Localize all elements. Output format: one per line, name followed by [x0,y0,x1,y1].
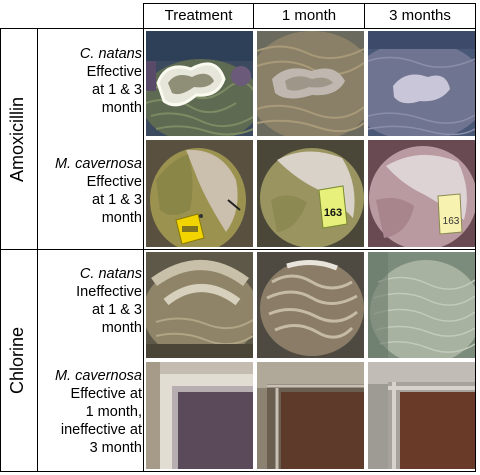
row-desc-amox-mcavernosa: M. cavernosa Effective at 1 & 3 month [38,155,142,227]
photo-chlor-mcavernosa-treatment [146,362,253,469]
tag-label-1-month: 163 [324,207,342,219]
photo-amox-mcavernosa-1-month: 163 [257,140,364,247]
photo-chlor-mcavernosa-1-month [257,362,364,469]
species-name: C. natans [79,266,142,282]
grid-top-header [143,3,476,4]
column-header-3-months: 3 months [389,7,451,24]
column-header-1-month: 1 month [281,7,337,24]
grid-right [475,3,476,472]
photo-chlor-cnatans-treatment [146,252,253,358]
grid-col2-divider [253,3,254,29]
photo-amox-mcavernosa-3-months: 163 [368,140,475,247]
species-name: M. cavernosa [54,368,142,384]
outcome-text: Effective at 1 & 3 month [86,174,142,226]
grid-group-divider [37,28,38,472]
photo-chlor-mcavernosa-3-months [368,362,475,469]
species-name: M. cavernosa [54,156,142,172]
photo-amox-cnatans-3-months [368,31,475,136]
grid-mid [0,249,476,250]
grid-header-bottom [0,28,476,29]
grid-left [0,28,1,472]
grid-bottom [0,471,476,472]
row-desc-amox-cnatans: C. natans Effective at 1 & 3 month [38,45,142,117]
tag-label-3-months: 163 [443,216,460,227]
outcome-text: Effective at 1 & 3 month [86,64,142,116]
row-desc-chlor-cnatans: C. natans Ineffective at 1 & 3 month [38,265,142,337]
grid-desc-divider [143,3,144,472]
outcome-text: Effective at 1 month, ineffective at 3 m… [60,386,142,456]
photo-amox-cnatans-treatment [146,31,253,136]
photo-amox-cnatans-1-month [257,31,364,136]
species-name: C. natans [79,46,142,62]
photo-amox-mcavernosa-treatment [146,140,253,247]
photo-chlor-cnatans-1-month [257,252,364,358]
row-desc-chlor-mcavernosa: M. cavernosa Effective at 1 month, ineff… [38,367,142,457]
photo-chlor-cnatans-3-months [368,252,475,358]
grid-col3-divider [364,3,365,29]
group-label-amoxicillin: Amoxicillin [7,96,28,182]
outcome-text: Ineffective at 1 & 3 month [76,284,142,336]
column-header-treatment: Treatment [164,7,233,24]
group-label-chlorine: Chlorine [7,326,28,395]
